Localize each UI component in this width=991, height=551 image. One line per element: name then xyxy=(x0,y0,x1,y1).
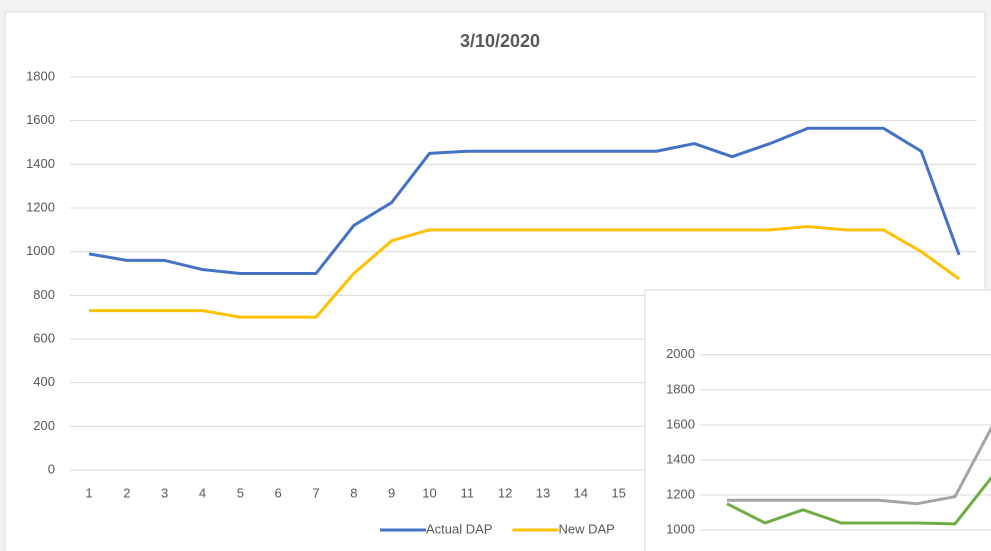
y-tick-label: 1800 xyxy=(666,381,695,396)
x-tick-label: 6 xyxy=(275,485,282,500)
legend-label: Actual DAP xyxy=(426,521,492,536)
x-tick-label: 15 xyxy=(611,485,625,500)
x-tick-label: 2 xyxy=(123,485,130,500)
y-tick-label: 1200 xyxy=(666,486,695,501)
x-tick-label: 4 xyxy=(199,485,206,500)
x-tick-label: 13 xyxy=(536,485,550,500)
y-tick-label: 1000 xyxy=(666,521,695,536)
y-tick-label: 1400 xyxy=(666,451,695,466)
legend-label: New DAP xyxy=(558,521,614,536)
y-tick-label: 1000 xyxy=(26,243,55,258)
x-tick-label: 1 xyxy=(85,485,92,500)
x-tick-label: 14 xyxy=(574,485,588,500)
y-tick-label: 2000 xyxy=(666,346,695,361)
y-tick-label: 1600 xyxy=(26,112,55,127)
x-tick-label: 10 xyxy=(422,485,436,500)
clipped: 1000 1200 1400 1600 1800 2000 xyxy=(666,346,991,536)
line xyxy=(89,225,960,319)
overlay-chart: 1000 1200 1400 1600 1800 2000 xyxy=(666,346,991,536)
x-tick-label: 7 xyxy=(312,485,319,500)
y-tick-label: 600 xyxy=(33,330,55,345)
y-tick-label: 1400 xyxy=(26,156,55,171)
y-tick-label: 1600 xyxy=(666,416,695,431)
line xyxy=(726,475,991,526)
x-tick-label: 11 xyxy=(461,485,475,500)
x-tick-label: 8 xyxy=(350,485,357,500)
y-tick-label: 200 xyxy=(33,418,55,433)
overlay-chart-area xyxy=(644,289,991,551)
x-tick-label: 3 xyxy=(161,485,168,500)
y-tick-label: 1200 xyxy=(26,199,55,214)
x-tick-label: 12 xyxy=(498,485,512,500)
x-tick-label: 9 xyxy=(388,485,395,500)
y-tick-label: 400 xyxy=(33,374,55,389)
y-tick-label: 800 xyxy=(33,287,55,302)
line xyxy=(727,425,991,506)
y-tick-label: 0 xyxy=(48,461,55,476)
chart-title: 3/10/2020 xyxy=(460,31,540,51)
x-tick-label: 5 xyxy=(237,485,244,500)
line xyxy=(88,126,961,275)
y-tick-label: 1800 xyxy=(26,68,55,83)
